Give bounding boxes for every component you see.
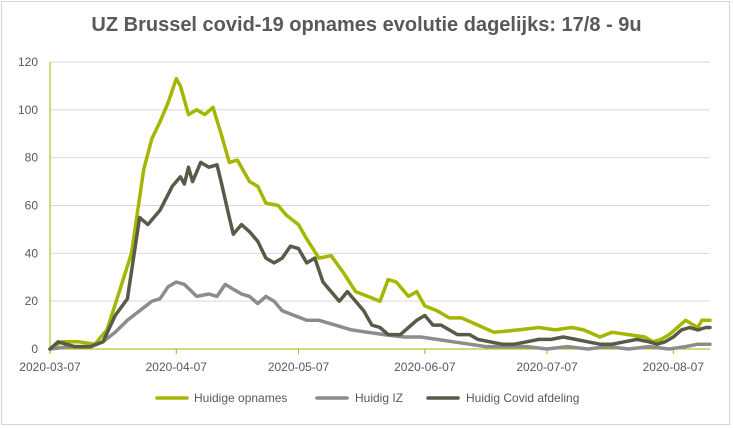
legend: Huidige opnames Huidig IZ Huidig Covid afd… bbox=[155, 391, 579, 405]
series-line-3 bbox=[48, 160, 712, 351]
series-lines bbox=[48, 76, 712, 351]
y-tick-label: 120 bbox=[18, 55, 38, 69]
legend-label-3: Huidig Covid afdeling bbox=[466, 391, 579, 405]
x-tick-label: 2020-04-07 bbox=[146, 360, 208, 374]
y-tick-label: 20 bbox=[25, 294, 39, 308]
chart-title: UZ Brussel covid-19 opnames evolutie dag… bbox=[91, 14, 642, 36]
x-tick-label: 2020-07-07 bbox=[516, 360, 578, 374]
y-tick-label: 60 bbox=[25, 199, 39, 213]
y-tick-label: 0 bbox=[31, 342, 38, 356]
series-line-2 bbox=[48, 280, 712, 351]
series-line-1 bbox=[48, 76, 712, 351]
y-tick-label: 80 bbox=[25, 151, 39, 165]
legend-label-1: Huidige opnames bbox=[194, 391, 287, 405]
x-tick-label: 2020-03-07 bbox=[19, 360, 81, 374]
x-tick-label: 2020-05-07 bbox=[268, 360, 330, 374]
x-tick-label: 2020-08-07 bbox=[643, 360, 705, 374]
axes: 0 20 40 60 80 100 120 2020-03-07 2020-04-07 2020-… bbox=[18, 55, 710, 374]
gridlines bbox=[50, 61, 710, 302]
y-tick-label: 40 bbox=[25, 246, 39, 260]
y-tick-label: 100 bbox=[18, 103, 38, 117]
x-tick-label: 2020-06-07 bbox=[394, 360, 456, 374]
legend-label-2: Huidig IZ bbox=[355, 391, 403, 405]
